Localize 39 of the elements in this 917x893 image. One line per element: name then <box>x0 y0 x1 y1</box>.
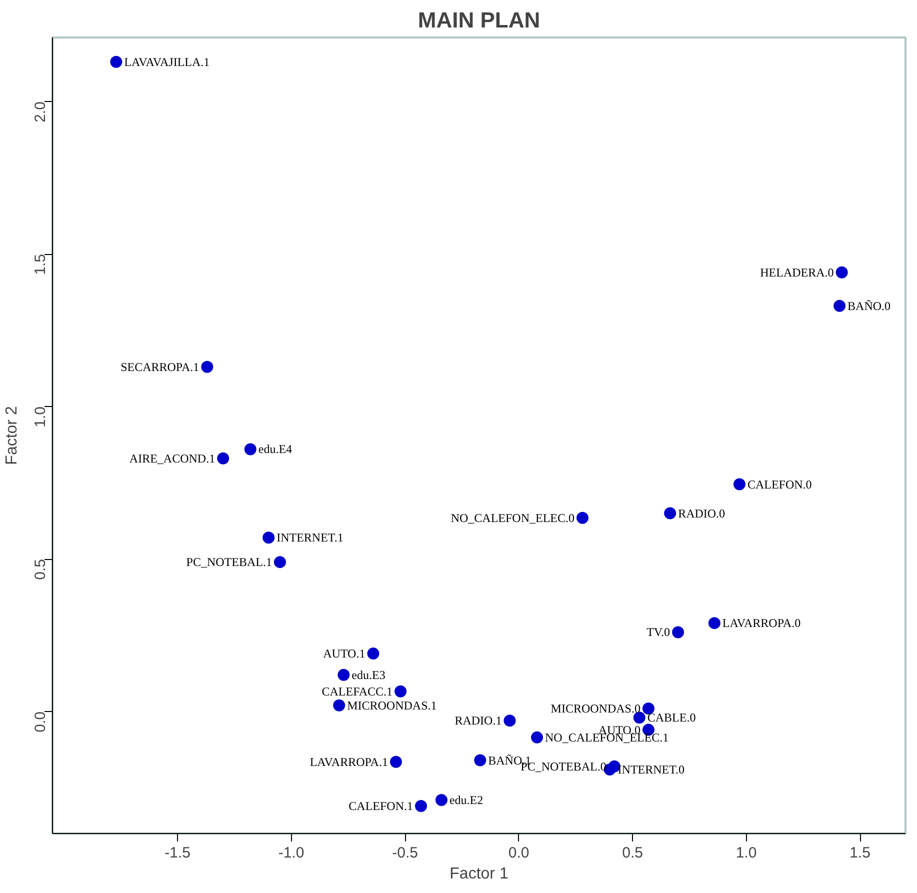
data-label: AIRE_ACOND.1 <box>129 451 216 466</box>
data-label: MICROONDAS.0 <box>550 701 640 716</box>
data-label: MICROONDAS.1 <box>347 698 437 712</box>
x-tick-label: -1.5 <box>164 844 191 862</box>
data-label: SECARROPA.1 <box>120 360 200 374</box>
x-tick-label: -0.5 <box>392 844 418 862</box>
x-tick-label: -1.0 <box>278 844 304 862</box>
y-tick-label: 1.0 <box>32 406 49 428</box>
y-tick-label: 2.0 <box>32 102 49 122</box>
data-label: edu.E2 <box>449 792 484 807</box>
data-label: RADIO.1 <box>454 714 502 728</box>
y-tick-label: 0.0 <box>32 712 49 732</box>
x-tick-label: 1.0 <box>736 844 757 862</box>
data-label: BAÑO.0 <box>848 298 891 313</box>
data-label: CALEFACC.1 <box>322 684 393 698</box>
data-label: AUTO.1 <box>323 646 366 661</box>
data-label: LAVAVAJILLA.1 <box>124 54 210 69</box>
data-label: PC_NOTEBAL.1 <box>186 555 272 570</box>
x-tick-label: 1.5 <box>850 844 870 862</box>
x-axis-title: Factor 1 <box>450 866 508 882</box>
data-label: edu.E3 <box>352 668 386 682</box>
data-label: HELADERA.0 <box>760 265 834 280</box>
y-tick-label: 1.5 <box>32 254 49 275</box>
chart-title: MAIN PLAN <box>418 8 540 32</box>
data-label: RADIO.0 <box>678 506 726 520</box>
y-axis-title: Factor 2 <box>4 406 20 465</box>
x-tick-label: 0.5 <box>622 844 643 862</box>
data-label: INTERNET.0 <box>618 762 685 776</box>
data-label: LAVARROPA.1 <box>310 754 388 769</box>
data-label: TV.0 <box>646 625 670 640</box>
data-label: LAVARROPA.0 <box>722 616 801 630</box>
y-tick-label: 0.5 <box>32 559 49 580</box>
data-label: NO_CALEFON_ELEC.0 <box>450 510 575 525</box>
data-label: CALEFON.0 <box>747 477 812 492</box>
x-tick-label: 0.0 <box>508 844 530 862</box>
data-label: INTERNET.1 <box>276 530 344 545</box>
data-label: CALEFON.1 <box>348 799 414 814</box>
data-label: edu.E4 <box>258 442 292 456</box>
data-label: CABLE.0 <box>647 710 696 725</box>
